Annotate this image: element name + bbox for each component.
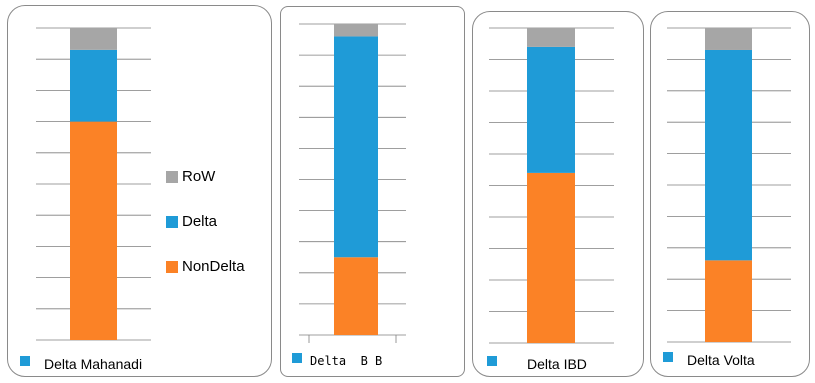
caption-swatch [292, 352, 302, 363]
legend-swatch-row [166, 171, 178, 183]
bar-segment-delta [334, 36, 378, 258]
legend-swatch-nondelta [166, 261, 178, 273]
bar-segment-row [527, 28, 575, 47]
chart-mahanadi [36, 27, 151, 341]
legend-label-delta: Delta [182, 213, 218, 230]
caption-text: Delta B B [310, 354, 383, 368]
bar-segment-row [70, 28, 117, 50]
caption-swatch [663, 352, 673, 363]
caption-volta: Delta Volta [663, 352, 755, 368]
chart-panel-ibd: Delta IBD [472, 11, 644, 377]
chart-panel-mahanadi: RoW Delta NonDelta Delta Mahanadi [7, 5, 272, 377]
caption-text: Delta Volta [687, 352, 755, 368]
bar-segment-delta [527, 46, 575, 173]
caption-ibd: Delta IBD [487, 356, 587, 372]
bar-segment-delta [70, 49, 117, 122]
bar-segment-nondelta [70, 121, 117, 340]
caption-swatch [20, 356, 30, 367]
caption-text: Delta IBD [527, 356, 587, 372]
bar-segment-delta [705, 49, 752, 261]
chart-panel-bb: Delta B B [280, 6, 465, 377]
caption-text: Delta Mahanadi [44, 356, 143, 372]
legend-label-row: RoW [182, 168, 216, 185]
caption-bb: Delta B B [292, 352, 383, 368]
bar-segment-nondelta [334, 257, 378, 335]
bar-segment-nondelta [705, 260, 752, 342]
caption-mahanadi: Delta Mahanadi [20, 356, 142, 372]
caption-swatch [487, 356, 497, 367]
chart-bb [299, 23, 406, 343]
bar-segment-nondelta [527, 172, 575, 343]
legend-label-nondelta: NonDelta [182, 258, 245, 275]
bar-segment-row [334, 24, 378, 37]
bar-segment-row [705, 28, 752, 50]
chart-volta [667, 27, 791, 343]
legend-swatch-delta [166, 216, 178, 228]
chart-panel-volta: Delta Volta [650, 11, 810, 377]
chart-ibd [489, 27, 614, 344]
